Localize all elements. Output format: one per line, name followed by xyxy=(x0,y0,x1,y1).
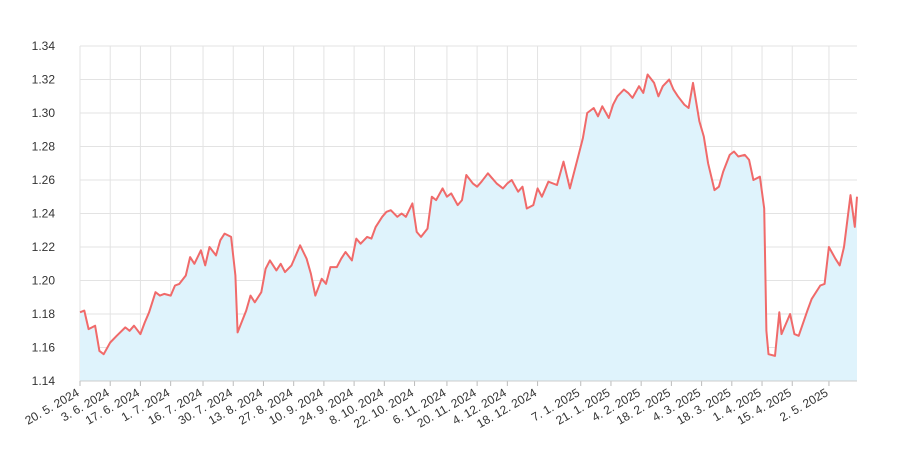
y-tick-label: 1.16 xyxy=(32,341,56,355)
y-tick-label: 1.14 xyxy=(32,374,56,388)
y-tick-label: 1.26 xyxy=(32,173,56,187)
y-tick-label: 1.34 xyxy=(32,39,56,53)
y-tick-label: 1.24 xyxy=(32,207,56,221)
y-tick-label: 1.20 xyxy=(32,274,56,288)
y-tick-label: 1.18 xyxy=(32,307,56,321)
y-tick-label: 1.28 xyxy=(32,140,56,154)
area xyxy=(80,74,857,381)
line xyxy=(79,73,858,357)
y-tick-label: 1.22 xyxy=(32,240,56,254)
y-tick-label: 1.32 xyxy=(32,73,56,87)
y-tick-label: 1.30 xyxy=(32,106,56,120)
